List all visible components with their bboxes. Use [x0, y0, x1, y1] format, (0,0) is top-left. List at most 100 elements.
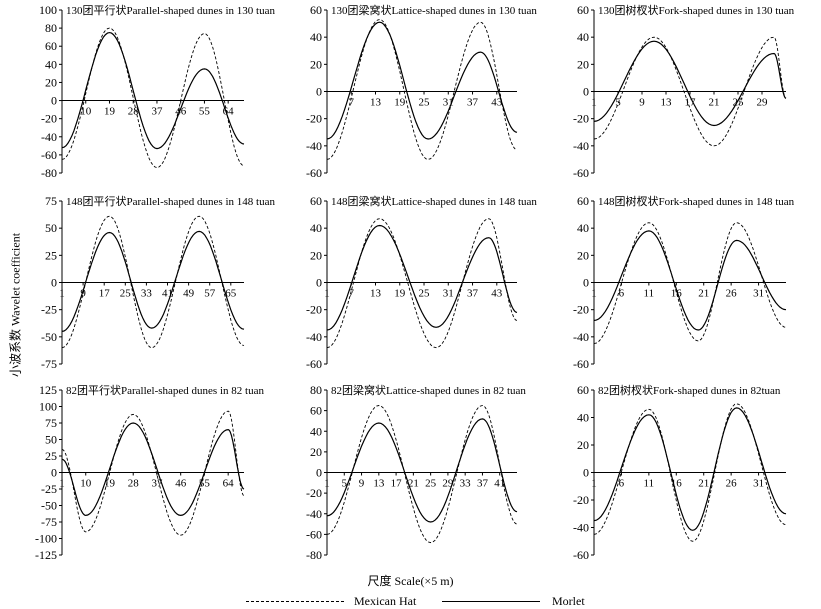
panel-4-y-tick-label: 25 — [45, 248, 57, 262]
panel-5-morlet-line — [326, 224, 518, 331]
panel-8-x-tick-label: 5 — [342, 478, 348, 490]
panel-5-x-tick-label: 19 — [394, 288, 406, 300]
panel-9-y-tick-label: -40 — [573, 521, 589, 535]
panel-4-x-tick-label: 17 — [99, 288, 111, 300]
panel-2-y-tick-label: 60 — [310, 3, 322, 17]
panel-8-mexican-hat-line — [326, 405, 518, 544]
panel-1-y-tick-label: 40 — [45, 57, 57, 71]
panel-2-mexican-hat-line — [326, 19, 518, 160]
panel-6-x-tick-label: 31 — [753, 288, 764, 300]
panel-8-x-tick-label: 1 — [324, 478, 330, 490]
panel-1-title: 130团平行状Parallel-shaped dunes in 130 tuan — [66, 3, 275, 17]
panel-7-morlet-line — [61, 422, 245, 517]
panel-1-morlet-line — [61, 31, 245, 150]
panel-6-y-tick-label: -20 — [573, 303, 589, 317]
panel-7-title: 82团平行状Parallel-shaped dunes in 82 tuan — [66, 383, 264, 397]
panel-3-x-tick-label: 29 — [757, 97, 769, 109]
panel-7-y-tick-label: 0 — [51, 466, 57, 480]
panel-6-y-tick-label: 20 — [577, 248, 589, 262]
panel-5-x-tick-label: 7 — [349, 288, 355, 300]
panel-2-x-tick-label: 13 — [370, 97, 382, 109]
panel-5-y-tick-label: 40 — [310, 221, 322, 235]
panel-5-title: 148团梁窝状Lattice-shaped dunes in 148 tuan — [331, 194, 537, 208]
panel-2-x-tick-label: 31 — [443, 97, 454, 109]
panel-5-y-tick-label: 20 — [310, 248, 322, 262]
legend-mexican-hat: Mexican Hat — [354, 594, 417, 608]
panel-8-x-tick-label: 25 — [425, 478, 437, 490]
panel-7-x-tick-label: 46 — [175, 478, 187, 490]
panel-4-x-tick-label: 33 — [141, 288, 153, 300]
panel-1-x-tick-label: 28 — [128, 106, 140, 118]
panel-7-y-tick-label: -125 — [35, 548, 57, 562]
panel-9-y-tick-label: 0 — [583, 466, 589, 480]
legend-solid-line — [442, 601, 540, 602]
panel-4-x-tick-label: 57 — [204, 288, 216, 300]
panel-4-x-tick-label: 65 — [225, 288, 237, 300]
panel-3-morlet-line — [593, 40, 787, 127]
panel-7-y-tick-label: -50 — [41, 499, 57, 513]
panel-3-y-tick-label: -20 — [573, 112, 589, 126]
panel-5-x-tick-label: 1 — [324, 288, 330, 300]
panel-8-y-tick-label: 60 — [310, 404, 322, 418]
panel-1-x-tick-label: 10 — [80, 106, 92, 118]
panel-6-x-tick-label: 26 — [726, 288, 738, 300]
panel-9-x-tick-label: 26 — [726, 478, 738, 490]
panel-6-x-tick-label: 21 — [698, 288, 709, 300]
panel-2-x-tick-label: 7 — [349, 97, 355, 109]
panel-1-y-tick-label: 0 — [51, 94, 57, 108]
panel-8-y-tick-label: 0 — [316, 466, 322, 480]
panel-3-y-tick-label: -60 — [573, 166, 589, 180]
panel-6-x-tick-label: 16 — [671, 288, 683, 300]
panel-5-x-tick-label: 25 — [419, 288, 431, 300]
panel-7-x-tick-label: 28 — [128, 478, 140, 490]
panel-4-mexican-hat-line — [61, 215, 245, 349]
panel-9-y-tick-label: 60 — [577, 383, 589, 397]
panel-3-title: 130团树杈状Fork-shaped dunes in 130 tuan — [598, 3, 795, 17]
panel-1-x-tick-label: 37 — [151, 106, 163, 118]
panel-8-y-tick-label: -60 — [306, 527, 322, 541]
panel-6-y-tick-label: -60 — [573, 357, 589, 371]
panel-6-y-tick-label: 40 — [577, 221, 589, 235]
panel-9-x-tick-label: 31 — [753, 478, 764, 490]
panel-3-mexican-hat-line — [593, 36, 787, 147]
panel-5-x-tick-label: 13 — [370, 288, 382, 300]
panel-3-y-tick-label: 40 — [577, 30, 589, 44]
panel-4-y-tick-label: 0 — [51, 276, 57, 290]
panel-1-y-tick-label: -80 — [41, 166, 57, 180]
panel-7-y-tick-label: -100 — [35, 532, 57, 546]
panel-7-y-tick-label: 50 — [45, 433, 57, 447]
panel-6-title: 148团树杈状Fork-shaped dunes in 148 tuan — [598, 194, 795, 208]
panel-6-x-tick-label: 1 — [591, 288, 597, 300]
panel-8-y-tick-label: 20 — [310, 445, 322, 459]
panel-7-mexican-hat-line — [61, 410, 245, 536]
panel-4-y-tick-label: -75 — [41, 357, 57, 371]
panel-6-y-tick-label: -40 — [573, 330, 589, 344]
panel-5-mexican-hat-line — [326, 218, 518, 349]
y-axis-label-wrap: 小波系数 Wavelet coefficient — [8, 225, 23, 385]
panel-9-morlet-line — [593, 407, 787, 531]
panel-2-y-tick-label: 0 — [316, 85, 322, 99]
panel-7-y-tick-label: -25 — [41, 482, 57, 496]
panel-7-y-tick-label: 75 — [45, 416, 57, 430]
panel-7-x-tick-label: 19 — [104, 478, 116, 490]
panel-4-x-tick-label: 9 — [80, 288, 86, 300]
panel-9-title: 82团树杈状Fork-shaped dunes in 82tuan — [598, 383, 781, 397]
panel-3-x-tick-label: 17 — [685, 97, 697, 109]
panel-8-x-tick-label: 21 — [408, 478, 419, 490]
panel-2-y-tick-label: 20 — [310, 57, 322, 71]
legend-morlet: Morlet — [552, 594, 585, 608]
panel-6-y-tick-label: 0 — [583, 276, 589, 290]
panel-2-x-tick-label: 43 — [491, 97, 503, 109]
panel-4-x-tick-label: 41 — [162, 288, 173, 300]
panel-4-y-tick-label: -25 — [41, 303, 57, 317]
panel-7-x-tick-label: 10 — [80, 478, 92, 490]
panel-7-y-tick-label: 25 — [45, 449, 57, 463]
panel-6-x-tick-label: 6 — [619, 288, 625, 300]
panel-7-y-tick-label: 100 — [39, 400, 57, 414]
panel-8-x-tick-label: 29 — [442, 478, 454, 490]
panel-4-morlet-line — [61, 230, 245, 332]
panel-3-x-tick-label: 13 — [661, 97, 673, 109]
panel-1-x-tick-label: 46 — [175, 106, 187, 118]
panel-3-x-tick-label: 25 — [733, 97, 745, 109]
panel-9-x-tick-label: 6 — [619, 478, 625, 490]
